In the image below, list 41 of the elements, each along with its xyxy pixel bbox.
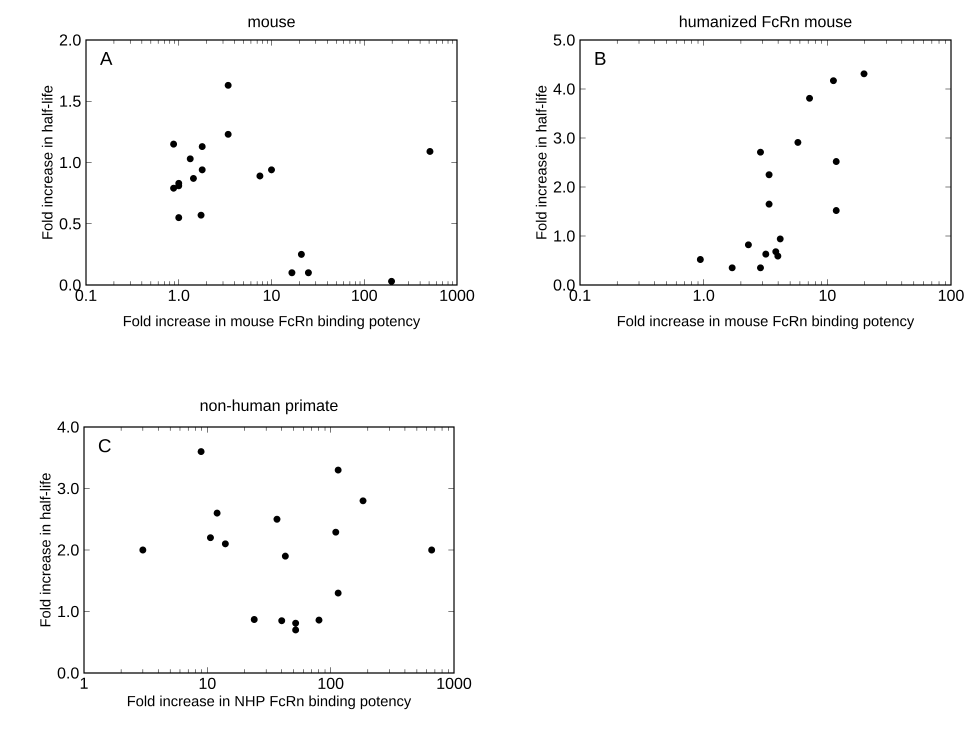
y-tick-label: 4.0: [553, 83, 575, 95]
x-tick-label: 0.1: [570, 290, 590, 302]
x-tick-label: 1000: [440, 290, 474, 302]
x-axis-title: Fold increase in NHP FcRn binding potency: [128, 696, 412, 710]
annotation: A: [100, 52, 112, 65]
x-tick-label: 1.0: [694, 290, 714, 302]
annotation: B: [596, 52, 606, 65]
y-tick-label: 2.0: [554, 181, 575, 193]
x-tick-label: 1000: [437, 678, 472, 690]
x-tick-label: 100: [318, 678, 344, 690]
y-tick-label: 5.0: [554, 34, 575, 46]
y-axis-title: Fold increase in half-life: [40, 473, 51, 626]
x-tick-label: 0.1: [76, 290, 96, 302]
chart-title: humanized FcRn mouse: [680, 16, 852, 28]
y-tick-label: 4.0: [57, 421, 79, 433]
annotation: C: [98, 439, 111, 452]
x-tick-label: 10: [200, 678, 216, 690]
y-tick-label: 1.0: [60, 156, 81, 168]
y-tick-label: 0.0: [58, 667, 79, 679]
x-tick-label: 1.0: [168, 290, 190, 302]
x-tick-label: 10: [264, 290, 280, 302]
x-axis-title: Fold increase in mouse FcRn binding potency: [124, 316, 420, 330]
x-tick-label: 100: [352, 290, 377, 302]
y-tick-label: 0.5: [60, 218, 81, 230]
y-tick-label: 0.0: [554, 279, 575, 291]
x-axis-title: Fold increase in mouse FcRn binding potency: [618, 316, 914, 330]
y-tick-label: 3.0: [58, 482, 79, 494]
y-axis-title: Fold increase in half-life: [536, 86, 547, 239]
y-tick-label: 1.5: [60, 96, 81, 107]
y-tick-label: 2.0: [60, 34, 81, 46]
chart-title: mouse: [248, 18, 295, 28]
y-axis-title: Fold increase in half-life: [42, 86, 53, 239]
y-tick-label: 2.0: [58, 544, 79, 556]
y-tick-label: 0.0: [60, 279, 81, 291]
y-tick-label: 3.0: [554, 132, 575, 144]
y-tick-label: 1.0: [58, 606, 79, 618]
y-tick-label: 1.0: [554, 230, 575, 242]
x-tick-label: 10: [820, 290, 836, 302]
x-tick-label: 1: [80, 678, 88, 689]
chart-title: non-human primate: [200, 399, 338, 414]
x-tick-label: 100: [938, 290, 964, 302]
